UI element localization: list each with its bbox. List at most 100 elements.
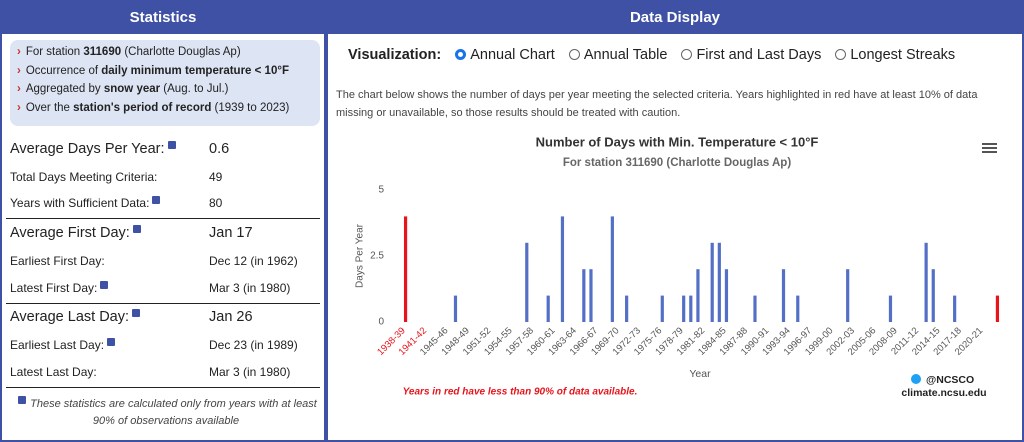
- bullet: ›: [17, 64, 21, 77]
- stat-value: Mar 3 (in 1980): [209, 281, 291, 295]
- x-axis-title: Year: [689, 368, 711, 380]
- radio-label: First and Last Days: [696, 47, 822, 63]
- chart-note: Years in red have less than 90% of data …: [403, 387, 638, 398]
- radio-option[interactable]: Longest Streaks: [821, 47, 955, 63]
- footnote-text: These statistics are calculated only fro…: [30, 398, 317, 427]
- radio-button: [455, 49, 467, 60]
- stat-label: Latest Last Day:: [10, 365, 97, 379]
- stat-value: Jan 17: [209, 225, 253, 241]
- radio-option[interactable]: Annual Table: [555, 47, 668, 63]
- bar: [796, 295, 800, 322]
- twitter-icon: [911, 374, 921, 384]
- stat-value: Dec 23 (in 1989): [209, 338, 298, 352]
- criteria-line: › For station 311690 (Charlotte Douglas A…: [17, 46, 241, 58]
- stat-value: 80: [209, 196, 223, 210]
- bar: [525, 242, 529, 322]
- bar: [888, 295, 893, 322]
- bullet: ›: [17, 101, 21, 114]
- stat-label: Latest First Day:: [10, 281, 109, 295]
- criteria-text: snow year: [103, 83, 161, 95]
- viz-label: Visualization:: [348, 47, 442, 63]
- visualization-selector: Visualization: Annual Chart Annual Table Fi…: [348, 47, 955, 63]
- chart-title: Number of Days with Min. Temperature < 1…: [536, 134, 819, 149]
- bar: [696, 269, 700, 322]
- criteria-text: 311690: [83, 46, 122, 58]
- bullet: ›: [17, 46, 21, 58]
- radio-option[interactable]: First and Last Days: [667, 47, 821, 63]
- stat-label: Earliest First Day:: [10, 254, 105, 268]
- radio-label: Longest Streaks: [850, 47, 956, 63]
- stat-label-text: Average First Day:: [10, 225, 130, 241]
- bar: [924, 242, 928, 322]
- bar: [995, 295, 1000, 322]
- criteria-text: station's period of record: [73, 101, 212, 114]
- stat-label-text: Years with Sufficient Data:: [10, 196, 150, 210]
- stat-label-text: Earliest Last Day:: [10, 338, 105, 352]
- calendar-icon: [100, 281, 109, 289]
- criteria-box: › For station 311690 (Charlotte Douglas A…: [10, 40, 320, 126]
- bar: [710, 242, 714, 322]
- radio-button: [681, 49, 693, 60]
- criteria-text: Over the: [25, 101, 74, 114]
- chart-subtitle: For station 311690 (Charlotte Douglas Ap…: [563, 157, 792, 169]
- bar: [846, 269, 850, 322]
- stat-label: Total Days Meeting Criteria:: [10, 170, 157, 184]
- bar: [717, 242, 721, 322]
- radio-option[interactable]: Annual Chart: [441, 47, 555, 63]
- bar: [582, 269, 586, 322]
- stat-value: Dec 12 (in 1962): [209, 254, 298, 268]
- bar: [931, 269, 935, 322]
- stat-label-text: Latest Last Day:: [10, 365, 97, 379]
- criteria-text: Aggregated by: [25, 83, 104, 95]
- stat-value: 0.6: [209, 141, 230, 157]
- bar: [403, 216, 408, 322]
- bar: [625, 295, 629, 322]
- stat-value: Mar 3 (in 1980): [209, 365, 291, 379]
- bar: [589, 269, 593, 322]
- divider: [6, 387, 320, 388]
- bar: [682, 295, 686, 322]
- panel-header: Statistics: [2, 2, 324, 34]
- stat-label-text: Average Days Per Year:: [10, 141, 165, 157]
- bullet: ›: [17, 83, 21, 95]
- radio-label: Annual Chart: [470, 47, 555, 63]
- stat-label: Average Last Day:: [10, 309, 141, 325]
- criteria-line: › Aggregated by snow year (Aug. to Jul.): [17, 83, 229, 95]
- bar: [453, 295, 458, 322]
- calendar-icon: [132, 225, 141, 233]
- stat-value: 49: [209, 170, 223, 184]
- criteria-text: For station: [25, 46, 84, 58]
- footnote: These statistics are calculated only fro…: [10, 396, 322, 430]
- stat-label: Years with Sufficient Data:: [10, 196, 161, 210]
- bar: [560, 216, 565, 322]
- divider: [6, 303, 320, 304]
- calendar-icon: [132, 309, 141, 317]
- bar: [689, 295, 693, 322]
- stat-label-text: Average Last Day:: [10, 309, 130, 325]
- criteria-text: (1939 to 2023): [211, 101, 290, 114]
- credit-handle: @NCSCO: [926, 374, 974, 386]
- statistics-panel: Statistics › For station 311690 (Charlott…: [0, 0, 326, 442]
- stat-label: Average Days Per Year:: [10, 141, 176, 157]
- chart: Number of Days with Min. Temperature < 1…: [355, 134, 1000, 399]
- radio-label: Annual Table: [583, 47, 668, 63]
- credit-site: climate.ncsu.edu: [901, 387, 986, 399]
- criteria-text: daily minimum temperature < 10°F: [101, 64, 289, 77]
- criteria-line: › Occurrence of daily minimum temperature…: [17, 65, 289, 77]
- data-panel: Data Display Visualization: Annual Chart A…: [326, 0, 1024, 442]
- y-tick-label: 5: [378, 185, 384, 196]
- stat-value: Jan 26: [209, 309, 253, 325]
- menu-icon[interactable]: [982, 143, 997, 153]
- criteria-line: › Over the station's period of record (19…: [17, 102, 289, 114]
- bar: [546, 295, 550, 322]
- stat-label: Earliest Last Day:: [10, 338, 116, 352]
- criteria-text: (Charlotte Douglas Ap): [121, 46, 241, 58]
- calendar-icon: [152, 196, 161, 204]
- bar: [953, 295, 957, 322]
- stat-label-text: Total Days Meeting Criteria:: [10, 170, 158, 184]
- y-tick-label: 0: [378, 317, 384, 328]
- bar: [610, 216, 614, 322]
- criteria-text: (Aug. to Jul.): [160, 83, 229, 95]
- y-axis-title: Days Per Year: [355, 223, 366, 288]
